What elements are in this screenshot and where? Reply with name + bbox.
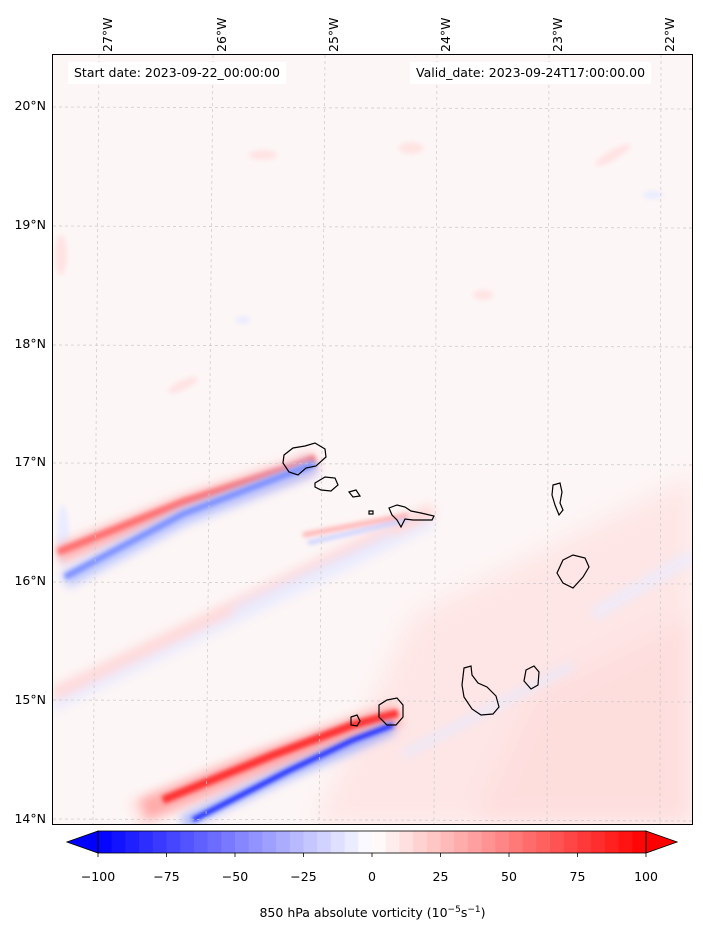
colorbar-band — [98, 831, 113, 853]
colorbar-max-extend — [645, 830, 678, 854]
island-fogo — [378, 697, 404, 726]
colorbar — [66, 830, 678, 862]
lat-label-20n: 20°N — [14, 98, 46, 113]
colorbar-band — [358, 831, 373, 853]
colorbar-band — [591, 831, 606, 853]
colorbar-band — [440, 831, 455, 853]
colorbar-band — [235, 831, 250, 853]
colorbar-band — [399, 831, 414, 853]
colorbar-band — [193, 831, 209, 853]
colorbar-gradient — [66, 830, 678, 857]
colorbar-tick-label: −25 — [290, 869, 317, 884]
colorbar-band — [166, 831, 181, 853]
colorbar-band — [481, 831, 496, 853]
colorbar-band — [317, 831, 332, 853]
colorbar-tick-label: 25 — [432, 869, 449, 884]
lower-wake — [138, 704, 402, 824]
colorbar-tick-label: 50 — [501, 869, 517, 884]
colorbar-tick-label: −50 — [221, 869, 249, 884]
island-sal — [551, 482, 564, 517]
colorbar-band — [152, 831, 168, 853]
colorbar-band — [604, 831, 620, 853]
colorbar-band — [248, 831, 263, 853]
island-boa-vista — [556, 554, 590, 589]
lon-label-27w: 27°W — [100, 17, 115, 52]
colorbar-band — [276, 831, 291, 853]
colorbar-band — [289, 831, 305, 853]
vorticity-map — [53, 55, 692, 824]
colorbar-tick-label: 100 — [634, 869, 658, 884]
island-santo-antao — [282, 442, 327, 476]
island-santa-luzia — [347, 489, 362, 498]
colorbar-band — [426, 831, 442, 853]
colorbar-title: 850 hPa absolute vorticity (10−5s−1) — [259, 905, 486, 921]
lat-label-16n: 16°N — [14, 573, 46, 588]
lon-label-26w: 26°W — [214, 17, 229, 52]
island-maio — [523, 665, 540, 690]
colorbar-tick-label: −75 — [153, 869, 180, 884]
lat-label-18n: 18°N — [14, 336, 46, 351]
lat-label-19n: 19°N — [14, 217, 46, 232]
island-raso — [368, 510, 374, 515]
colorbar-band — [495, 831, 510, 853]
upper-wake — [54, 452, 319, 588]
lon-label-25w: 25°W — [326, 17, 341, 52]
colorbar-min-extend — [66, 830, 99, 854]
island-santiago — [461, 665, 500, 716]
colorbar-band — [330, 831, 346, 853]
colorbar-band — [125, 831, 140, 853]
colorbar-band — [139, 831, 154, 853]
colorbar-band — [344, 831, 359, 853]
colorbar-band — [550, 831, 565, 853]
colorbar-band — [577, 831, 592, 853]
colorbar-band — [563, 831, 579, 853]
colorbar-band — [454, 831, 469, 853]
lat-label-17n: 17°N — [14, 454, 46, 469]
colorbar-band — [467, 831, 483, 853]
colorbar-band — [413, 831, 428, 853]
valid-date-label: Valid_date: 2023-09-24T17:00:00.00 — [410, 62, 652, 84]
colorbar-band — [180, 831, 195, 853]
colorbar-band — [632, 831, 647, 853]
colorbar-band — [207, 831, 222, 853]
colorbar-band — [221, 831, 236, 853]
colorbar-band — [372, 831, 387, 853]
colorbar-band — [618, 831, 633, 853]
colorbar-band — [385, 831, 400, 853]
island-brava — [350, 714, 361, 727]
island-sao-nicolau — [388, 504, 435, 529]
lon-label-24w: 24°W — [438, 17, 453, 52]
scattered-patches — [55, 142, 663, 565]
lon-label-22w: 22°W — [662, 17, 677, 52]
island-outlines — [282, 442, 590, 727]
colorbar-band — [522, 831, 537, 853]
start-date-label: Start date: 2023-09-22_00:00:00 — [68, 62, 286, 84]
colorbar-band — [303, 831, 318, 853]
middle-wake — [302, 512, 409, 545]
colorbar-tick-label: 0 — [368, 869, 376, 884]
lat-label-14n: 14°N — [14, 811, 46, 826]
lon-label-23w: 23°W — [550, 17, 565, 52]
colorbar-band — [509, 831, 524, 853]
island-sao-vicente — [314, 476, 339, 492]
gridlines — [53, 55, 692, 824]
colorbar-band — [536, 831, 551, 853]
map-panel — [52, 54, 693, 825]
broad-positive-field — [313, 475, 692, 824]
colorbar-tick-label: −100 — [80, 869, 116, 884]
colorbar-band — [111, 831, 126, 853]
lat-label-15n: 15°N — [14, 692, 46, 707]
colorbar-tick-label: 75 — [569, 869, 586, 884]
colorbar-band — [262, 831, 277, 853]
